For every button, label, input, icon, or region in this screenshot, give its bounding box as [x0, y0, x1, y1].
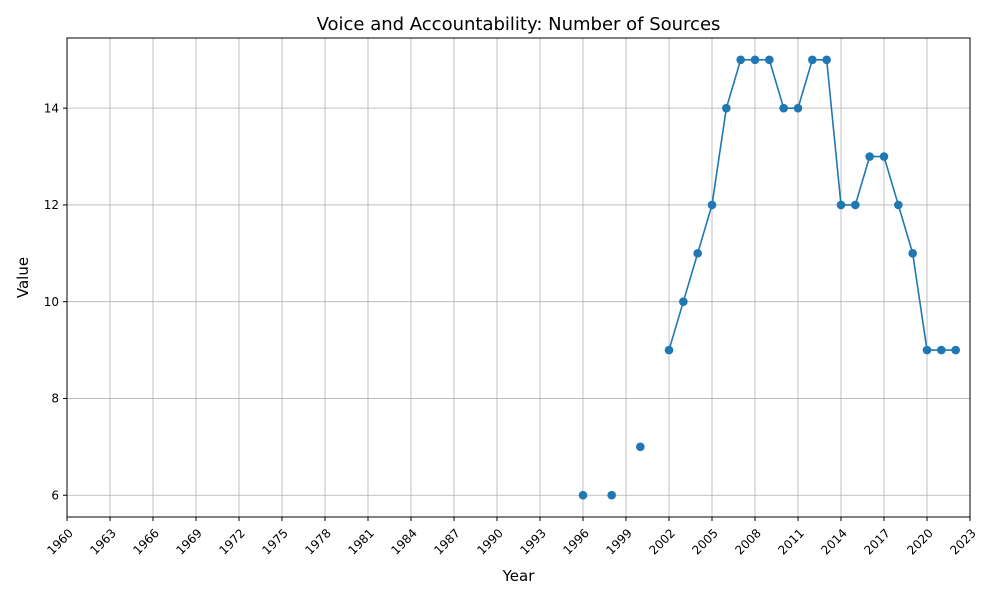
y-tick-label: 12 [44, 198, 59, 212]
data-point [750, 55, 760, 65]
data-point [951, 345, 960, 355]
data-point [578, 490, 588, 500]
x-tick-label: 1966 [130, 526, 161, 557]
plot-area-frame [66, 37, 971, 518]
data-point [865, 152, 874, 161]
x-tick-label: 2008 [732, 526, 763, 557]
y-tick-label: 8 [51, 392, 59, 406]
x-tick-label: 2005 [689, 526, 720, 557]
x-tick-label: 1990 [474, 526, 505, 557]
x-tick-label: 1999 [603, 526, 634, 557]
data-point [736, 55, 745, 65]
x-tick-label: 2014 [818, 526, 849, 557]
series-markers [578, 55, 960, 500]
data-point [894, 200, 903, 210]
data-point [908, 249, 917, 258]
data-point [779, 103, 788, 113]
x-tick-label: 1996 [560, 526, 591, 557]
data-point [693, 249, 702, 258]
x-tick-label: 1984 [388, 526, 419, 557]
x-axis-title: Year [502, 567, 536, 585]
x-tick-label: 2017 [861, 526, 892, 557]
x-tick-label: 1987 [431, 526, 462, 557]
data-point [808, 55, 817, 65]
data-point [822, 55, 831, 65]
data-point [851, 200, 860, 210]
y-axis-ticks: 6 8 10 12 14 [44, 101, 67, 502]
grid [66, 38, 971, 517]
y-tick-label: 6 [51, 488, 59, 502]
data-point [679, 297, 688, 306]
x-tick-label: 2011 [775, 526, 806, 557]
x-tick-label: 1972 [216, 526, 247, 557]
data-point [722, 103, 731, 113]
y-tick-label: 10 [44, 295, 59, 309]
x-axis-ticks: 1960 1963 1966 1969 1972 1975 1978 1981 1984 1987… [44, 517, 979, 558]
x-tick-label: 1975 [259, 526, 290, 557]
data-point [636, 442, 645, 452]
data-point [937, 345, 946, 355]
chart-title: Voice and Accountability: Number of Sour… [317, 14, 721, 35]
x-tick-label: 1963 [87, 526, 118, 557]
x-tick-label: 1969 [173, 526, 204, 557]
data-point [664, 345, 674, 355]
x-tick-label: 2002 [646, 526, 677, 557]
x-tick-label: 2023 [947, 526, 978, 557]
data-point [836, 200, 846, 210]
x-tick-label: 2020 [904, 526, 935, 557]
x-tick-label: 1993 [517, 526, 548, 557]
data-point [922, 345, 932, 355]
y-axis-title: Value [14, 257, 32, 298]
data-point [879, 152, 889, 161]
x-tick-label: 1978 [302, 526, 333, 557]
x-tick-label: 1981 [345, 526, 376, 557]
data-point [765, 55, 774, 65]
data-point [707, 200, 717, 210]
x-tick-label: 1960 [44, 526, 75, 557]
data-point [607, 490, 616, 500]
y-tick-label: 14 [44, 101, 59, 115]
data-point [793, 103, 803, 113]
